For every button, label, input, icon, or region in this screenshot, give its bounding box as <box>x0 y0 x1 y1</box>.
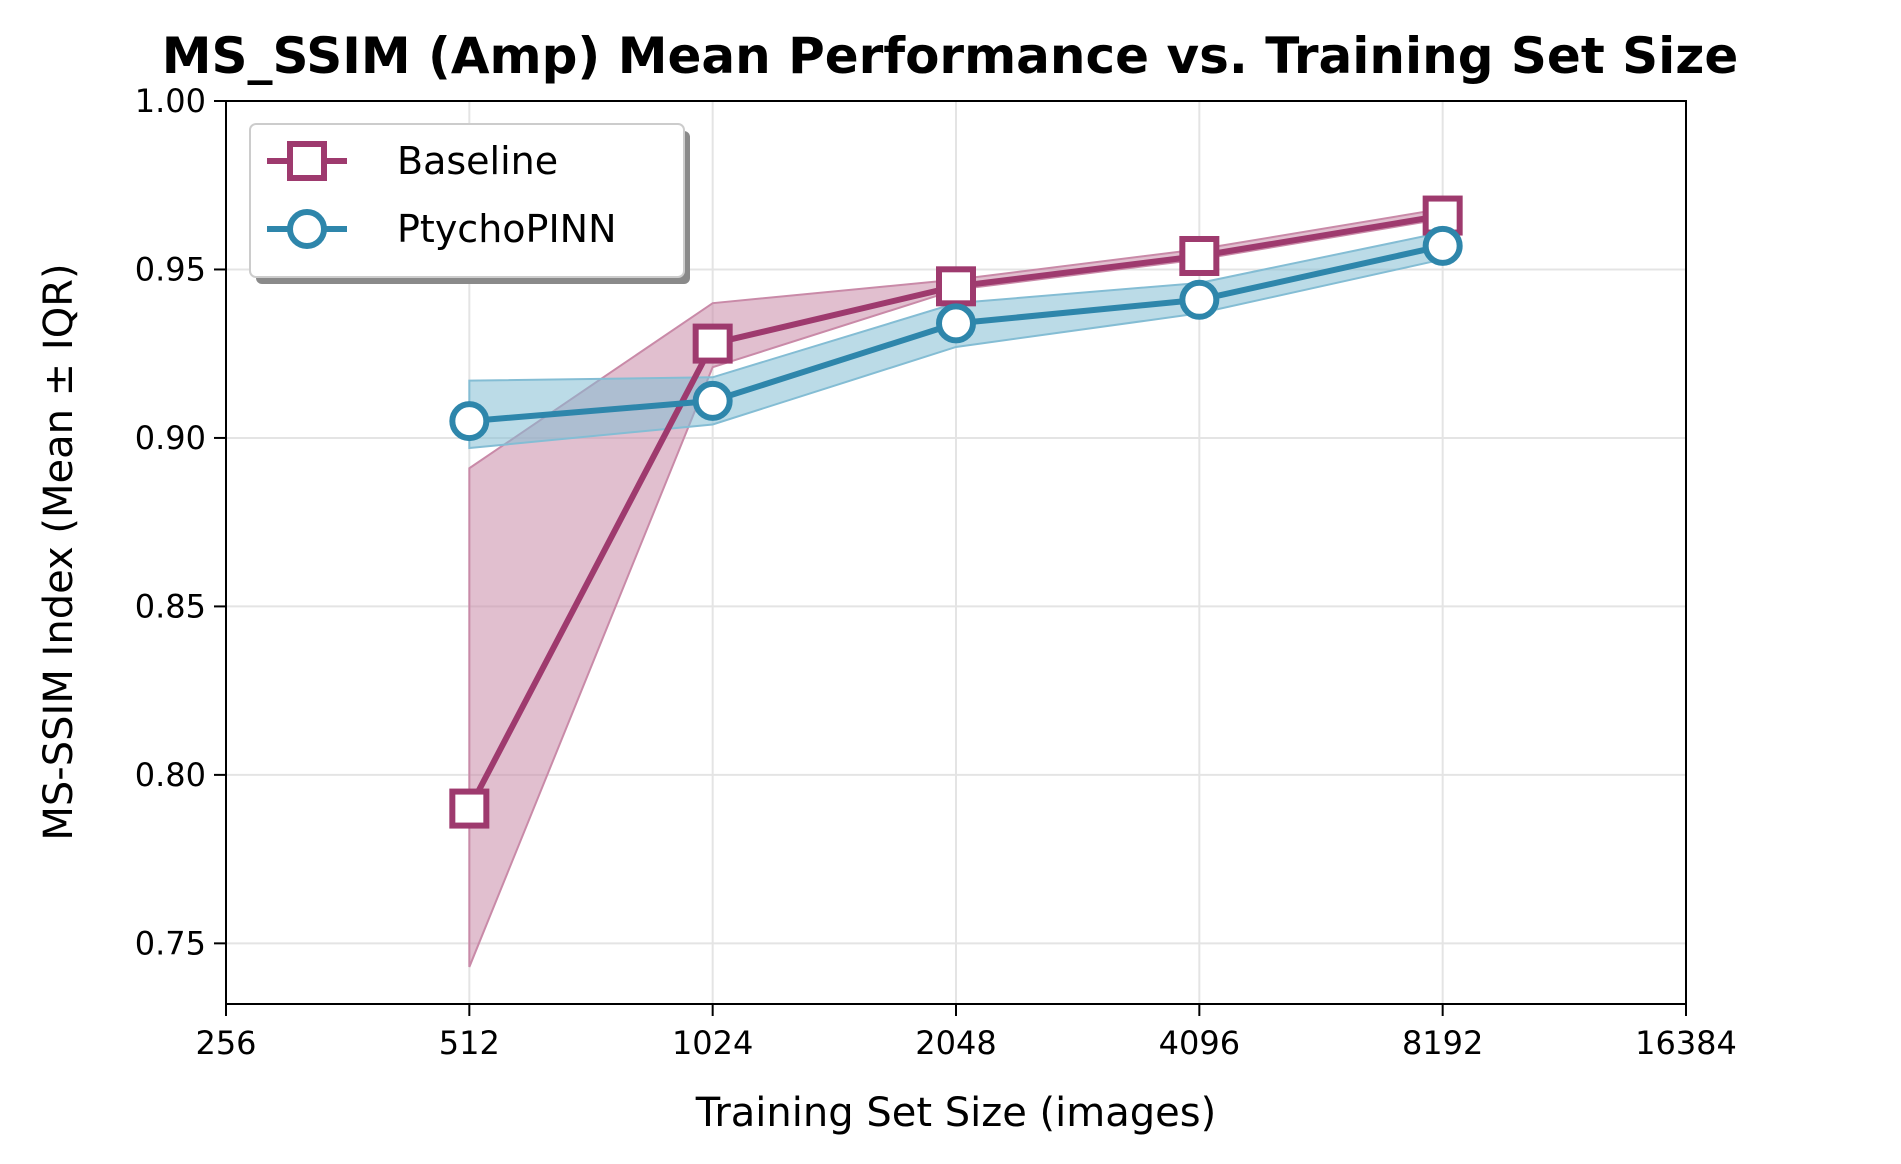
y-tick-label: 0.75 <box>135 924 206 962</box>
baseline-point <box>1179 235 1220 276</box>
ptychopinn-point <box>1422 225 1463 266</box>
y-tick-label: 0.95 <box>135 250 206 288</box>
x-tick-label: 512 <box>439 1024 500 1062</box>
legend-baseline-marker <box>287 141 327 181</box>
y-axis-label: MS-SSIM Index (Mean ± IQR) <box>36 263 82 840</box>
x-ticks: 256 512 1024 2048 4096 8192 16384 <box>195 1004 1737 1062</box>
legend-ptychopinn-marker <box>287 209 327 249</box>
y-tick-label: 0.80 <box>135 756 206 794</box>
x-tick-label: 2048 <box>915 1024 996 1062</box>
baseline-point <box>449 788 490 829</box>
legend-ptychopinn-label: PtychoPINN <box>397 207 617 251</box>
y-tick-label: 0.85 <box>135 587 206 625</box>
ptychopinn-point <box>1179 279 1220 320</box>
y-tick-label: 0.90 <box>135 419 206 457</box>
chart-title: MS_SSIM (Amp) Mean Performance vs. Train… <box>162 27 1739 85</box>
baseline-point <box>936 266 976 307</box>
x-tick-label: 4096 <box>1159 1024 1240 1062</box>
ptychopinn-point <box>936 303 976 344</box>
baseline-point <box>692 323 733 364</box>
legend: Baseline PtychoPINN <box>249 123 690 284</box>
y-tick-label: 1.00 <box>135 82 206 120</box>
ptychopinn-point <box>692 380 733 421</box>
y-ticks: 0.75 0.80 0.85 0.90 0.95 1.00 <box>135 82 226 962</box>
x-tick-label: 8192 <box>1402 1024 1483 1062</box>
x-axis-label: Training Set Size (images) <box>695 1090 1216 1136</box>
x-tick-label: 256 <box>195 1024 256 1062</box>
legend-baseline-label: Baseline <box>397 139 558 183</box>
legend-box <box>249 123 685 278</box>
x-tick-label: 1024 <box>672 1024 753 1062</box>
ptychopinn-point <box>449 401 490 442</box>
markers-layer <box>449 195 1463 829</box>
x-tick-label: 16384 <box>1635 1024 1737 1062</box>
